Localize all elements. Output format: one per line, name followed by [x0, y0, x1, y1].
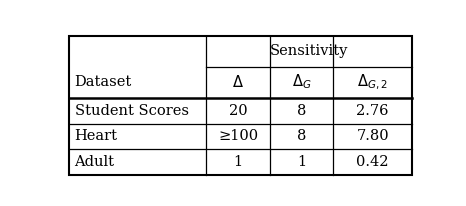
Text: 1: 1 [233, 156, 243, 169]
Text: 0.42: 0.42 [356, 156, 389, 169]
Text: 2.76: 2.76 [356, 104, 389, 118]
Text: 1: 1 [297, 156, 306, 169]
Text: Adult: Adult [75, 156, 115, 169]
Text: ≥100: ≥100 [218, 130, 258, 144]
Text: Student Scores: Student Scores [75, 104, 189, 118]
Text: 8: 8 [297, 104, 306, 118]
Text: Dataset: Dataset [75, 75, 132, 89]
Text: Sensitivity: Sensitivity [270, 44, 349, 58]
Text: $\Delta_{G,2}$: $\Delta_{G,2}$ [357, 73, 388, 92]
Text: 8: 8 [297, 130, 306, 144]
Text: Heart: Heart [75, 130, 117, 144]
Text: 7.80: 7.80 [356, 130, 389, 144]
Text: $\Delta_G$: $\Delta_G$ [292, 73, 311, 91]
Text: $\Delta$: $\Delta$ [232, 74, 244, 90]
Text: 20: 20 [229, 104, 247, 118]
